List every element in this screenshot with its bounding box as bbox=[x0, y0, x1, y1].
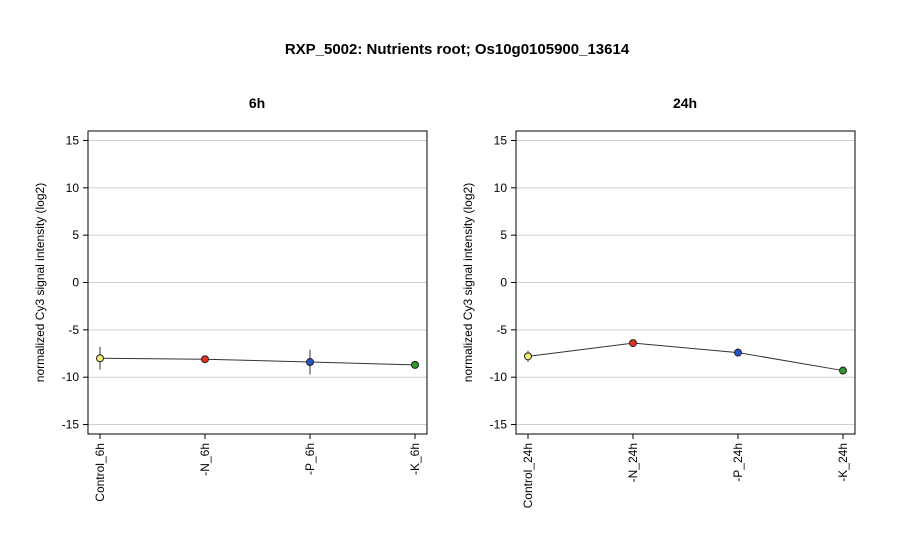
data-point bbox=[306, 358, 314, 367]
x-tick-label: Control_6h bbox=[93, 443, 107, 502]
y-tick-label: -5 bbox=[496, 323, 507, 337]
series-line bbox=[527, 342, 844, 372]
x-tick-label: Control_24h bbox=[521, 443, 535, 508]
y-tick-label: 10 bbox=[494, 181, 508, 195]
x-tick-label: -P_24h bbox=[731, 443, 745, 482]
y-tick-label: -10 bbox=[62, 370, 80, 384]
data-point bbox=[734, 348, 742, 357]
y-tick-label: 5 bbox=[72, 228, 79, 242]
y-tick-label: 0 bbox=[72, 276, 79, 290]
data-point bbox=[524, 352, 532, 361]
figure-title: RXP_5002: Nutrients root; Os10g0105900_1… bbox=[285, 41, 630, 58]
data-point bbox=[411, 360, 419, 369]
x-tick-label: -K_24h bbox=[836, 443, 850, 482]
panel-title: 24h bbox=[673, 95, 697, 111]
x-tick-label: -N_24h bbox=[626, 443, 640, 482]
y-tick-label: 10 bbox=[66, 181, 80, 195]
y-axis-label: normalized Cy3 signal intensity (log2) bbox=[33, 183, 47, 382]
data-point bbox=[201, 355, 209, 364]
y-tick-label: 15 bbox=[66, 133, 80, 147]
y-axis-label: normalized Cy3 signal intensity (log2) bbox=[461, 183, 475, 382]
data-point bbox=[629, 339, 637, 348]
y-tick-label: 15 bbox=[494, 133, 508, 147]
y-tick-label: 5 bbox=[500, 228, 507, 242]
panel-title: 6h bbox=[249, 95, 265, 111]
y-tick-label: 0 bbox=[500, 276, 507, 290]
x-tick-label: -K_6h bbox=[408, 443, 422, 475]
x-tick-label: -P_6h bbox=[303, 443, 317, 475]
data-point bbox=[839, 366, 847, 375]
data-point bbox=[96, 354, 104, 363]
y-tick-label: -5 bbox=[68, 323, 79, 337]
chart-panel-6h: 6h -15 -10 -5 0 5 10 15 normalized Cy3 signal in… bbox=[33, 95, 428, 502]
y-tick-label: -10 bbox=[490, 370, 508, 384]
y-tick-label: -15 bbox=[490, 418, 508, 432]
chart-panel-24h: 24h -15 -10 -5 0 5 10 15 normalized Cy3 signal i… bbox=[461, 95, 856, 508]
series-line bbox=[99, 357, 416, 366]
y-tick-label: -15 bbox=[62, 418, 80, 432]
x-tick-label: -N_6h bbox=[198, 443, 212, 476]
